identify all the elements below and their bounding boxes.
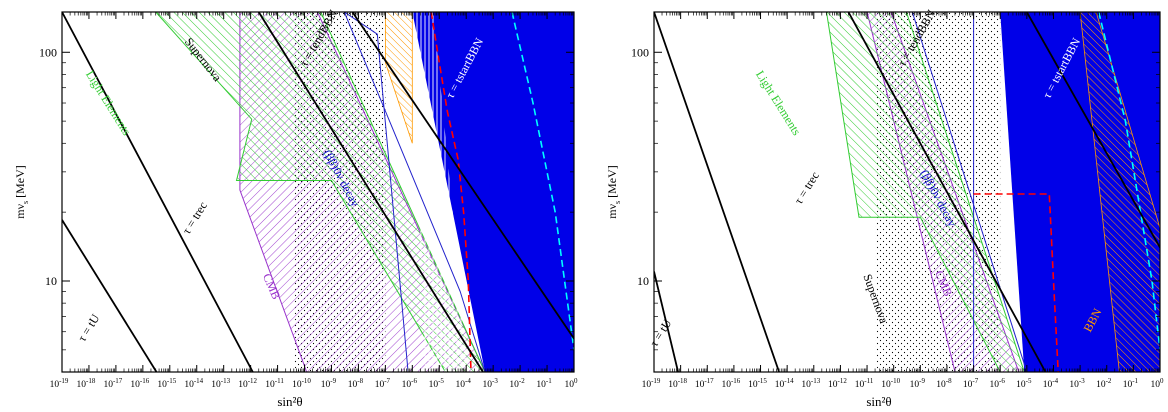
x-tick-label: 10-18 bbox=[668, 377, 687, 390]
x-tick-label: 10-5 bbox=[1016, 377, 1032, 390]
x-tick-label: 10-8 bbox=[348, 377, 364, 390]
x-tick-label: 100 bbox=[1151, 377, 1165, 390]
x-tick-label: 10-7 bbox=[375, 377, 391, 390]
plot-frame bbox=[61, 11, 575, 373]
region--0-decay bbox=[911, 12, 1028, 372]
x-tick-label: 10-6 bbox=[990, 377, 1006, 390]
x-tick-label: 10-5 bbox=[429, 377, 445, 390]
y-tick-label: 100 bbox=[631, 45, 649, 59]
y-ticks: 10 100 bbox=[39, 45, 574, 373]
x-tick-label: 10-10 bbox=[881, 377, 900, 390]
x-tick-label: 10-19 bbox=[642, 377, 661, 390]
x-tick-label: 10-15 bbox=[157, 377, 176, 390]
x-tick-label: 10-3 bbox=[482, 377, 498, 390]
dashed-limit-line-0 bbox=[973, 193, 1059, 372]
region-bbn bbox=[1079, 12, 1160, 372]
lifetime-line-0 bbox=[62, 219, 158, 372]
x-tick-label: 100 bbox=[565, 377, 579, 390]
y-tick-label: 10 bbox=[45, 274, 57, 288]
x-tick-label: 10-3 bbox=[1069, 377, 1085, 390]
x-tick-label: 10-4 bbox=[456, 377, 472, 390]
plot-area bbox=[62, 12, 574, 372]
x-tick-label: 10-9 bbox=[321, 377, 337, 390]
x-tick-label: 10-4 bbox=[1043, 377, 1059, 390]
x-ticks: 10-19 10-18 10-17 10-16 10-15 10-14 10-13 10-12… bbox=[50, 12, 578, 390]
x-tick-label: 10-2 bbox=[1096, 377, 1112, 390]
x-tick-label: 10-18 bbox=[77, 377, 96, 390]
x-tick-label: 10-14 bbox=[184, 377, 203, 390]
x-tick-label: 10-17 bbox=[103, 377, 122, 390]
y-tick-label: 100 bbox=[39, 45, 57, 59]
x-tick-label: 10-16 bbox=[721, 377, 740, 390]
x-tick-label: 10-11 bbox=[855, 377, 874, 390]
x-tick-label: 10-16 bbox=[130, 377, 149, 390]
x-axis-label: sin²θ bbox=[866, 394, 891, 409]
x-tick-label: 10-17 bbox=[695, 377, 714, 390]
x-tick-label: 10-19 bbox=[50, 377, 69, 390]
x-tick-label: 10-13 bbox=[801, 377, 820, 390]
dashed-limit-line-1 bbox=[511, 12, 574, 350]
x-tick-label: 10-13 bbox=[211, 377, 230, 390]
x-tick-label: 10-11 bbox=[265, 377, 284, 390]
y-tick-label: 10 bbox=[637, 274, 649, 288]
lifetime-line-1 bbox=[62, 12, 254, 372]
x-tick-label: 10-12 bbox=[828, 377, 847, 390]
y-axis-label: mνs [MeV] bbox=[605, 165, 622, 219]
lifetime-line-1 bbox=[654, 12, 780, 372]
x-ticks: 10-19 10-18 10-17 10-16 10-15 10-14 10-13 10-12… bbox=[642, 12, 1164, 390]
x-tick-label: 10-8 bbox=[936, 377, 952, 390]
region-light-elements bbox=[155, 12, 486, 372]
x-tick-label: 10-14 bbox=[775, 377, 794, 390]
lifetime-line-3 bbox=[351, 12, 574, 340]
dashed-limit-line-0 bbox=[430, 12, 472, 372]
y-ticks: 10 100 bbox=[631, 45, 1160, 373]
lifetime-line-2 bbox=[847, 12, 1047, 372]
x-tick-label: 10-9 bbox=[910, 377, 926, 390]
x-tick-label: 10-15 bbox=[748, 377, 767, 390]
x-tick-label: 10-7 bbox=[963, 377, 979, 390]
right-panel: 10-19 10-18 10-17 10-16 10-15 10-14 10-13 10-12… bbox=[605, 7, 1164, 409]
x-tick-label: 10-12 bbox=[238, 377, 257, 390]
region--0-decay bbox=[343, 12, 486, 372]
x-tick-label: 10-1 bbox=[536, 377, 552, 390]
plot-frame bbox=[653, 11, 1161, 373]
x-axis-label: sin²θ bbox=[277, 394, 302, 409]
x-tick-label: 10-2 bbox=[509, 377, 525, 390]
region-orange-excluded bbox=[384, 12, 413, 144]
region-light-elements bbox=[825, 12, 1025, 372]
lifetime-line-0 bbox=[654, 271, 679, 372]
dashed-limit-line-1 bbox=[1097, 12, 1160, 350]
x-tick-label: 10-1 bbox=[1123, 377, 1139, 390]
x-tick-label: 10-6 bbox=[402, 377, 418, 390]
left-panel: 10-19 10-18 10-17 10-16 10-15 10-14 10-13 10-12… bbox=[13, 7, 578, 409]
lifetime-line-2 bbox=[257, 12, 484, 372]
plot-area bbox=[654, 12, 1160, 372]
lifetime-line-3 bbox=[1026, 12, 1160, 249]
x-tick-label: 10-10 bbox=[292, 377, 311, 390]
y-axis-label: mνs [MeV] bbox=[13, 165, 30, 219]
